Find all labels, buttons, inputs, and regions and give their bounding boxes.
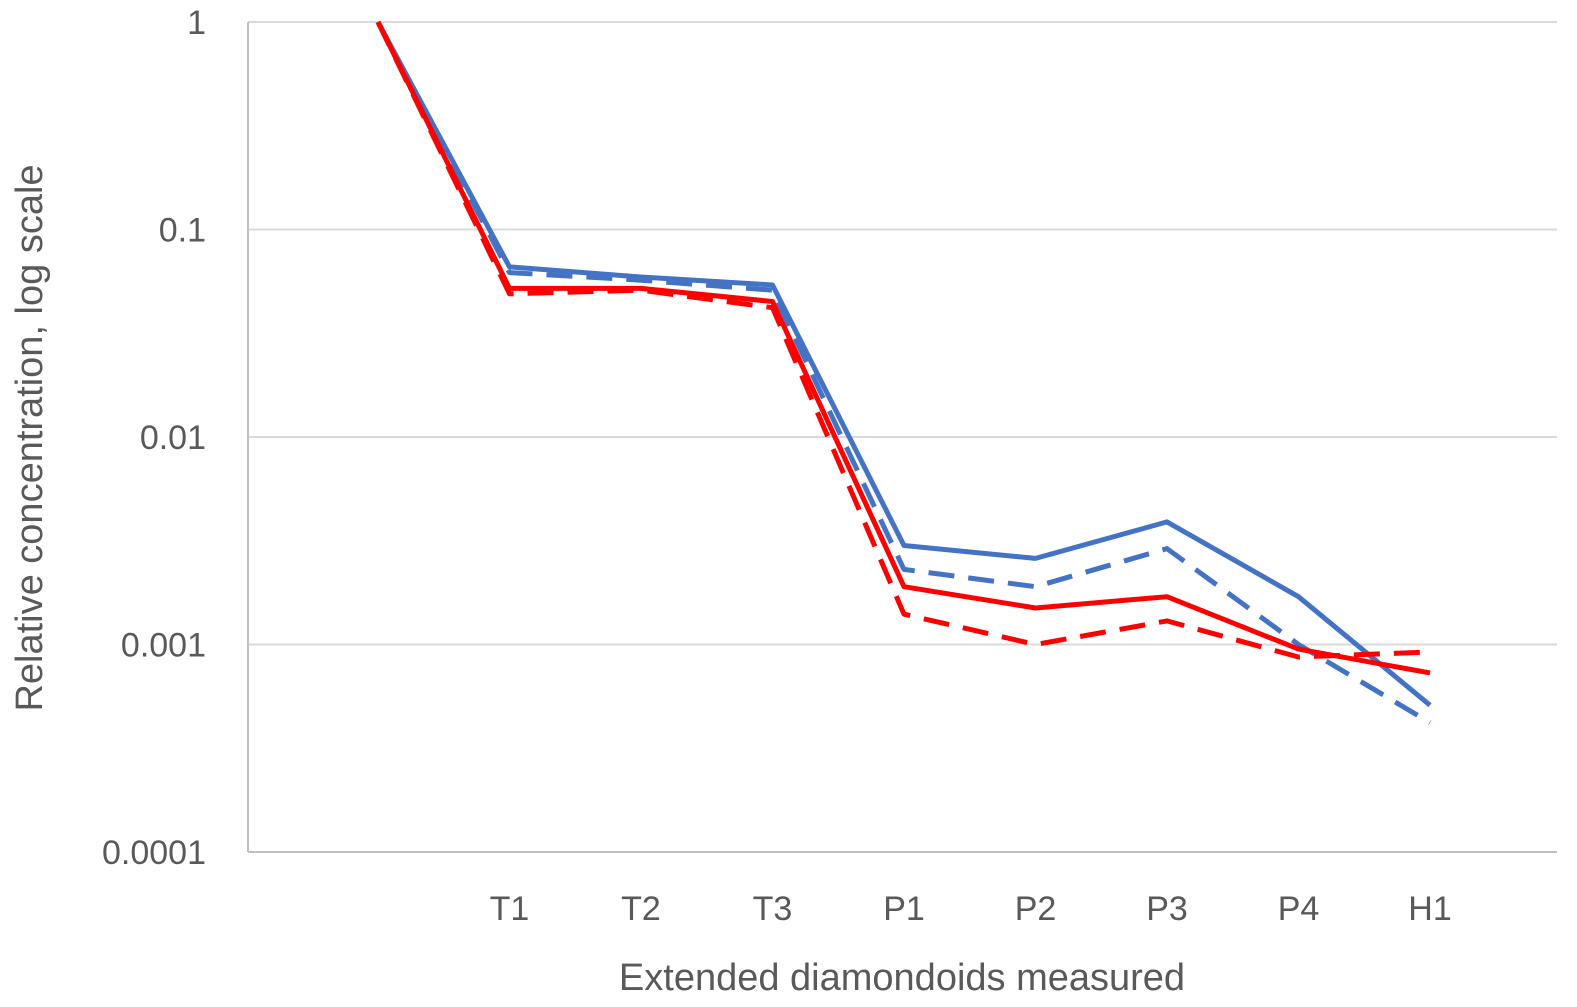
y-tick-label: 1 [187, 4, 206, 42]
axes [247, 22, 1557, 853]
x-tick-label-t3: T3 [753, 890, 793, 928]
x-tick-label-t2: T2 [621, 890, 661, 928]
y-tick-label: 0.001 [121, 627, 206, 665]
series-lines [375, 20, 1432, 725]
series-blue-dashed [375, 20, 1432, 725]
gridlines [248, 21, 1557, 646]
series-red-dashed [375, 20, 1431, 660]
y-axis-title: Relative concentration, log scale [9, 164, 51, 711]
series-red-solid [375, 20, 1431, 676]
x-tick-label-t1: T1 [490, 890, 530, 928]
x-tick-label-p3: P3 [1146, 890, 1188, 928]
x-tick-label-p1: P1 [883, 890, 925, 928]
y-tick-label: 0.01 [140, 419, 206, 457]
series-blue-solid [375, 20, 1432, 708]
y-tick-labels: 1 0.1 0.01 0.001 0.0001 [102, 4, 206, 872]
x-tick-labels: T1 T2 T3 P1 P2 P3 P4 H1 [490, 890, 1452, 928]
y-tick-label: 0.1 [159, 212, 206, 250]
y-tick-label: 0.0001 [102, 834, 206, 872]
x-axis-title: Extended diamondoids measured [619, 957, 1185, 999]
x-tick-label-p4: P4 [1278, 890, 1320, 928]
x-tick-label-h1: H1 [1408, 890, 1451, 928]
x-tick-label-p2: P2 [1015, 890, 1057, 928]
